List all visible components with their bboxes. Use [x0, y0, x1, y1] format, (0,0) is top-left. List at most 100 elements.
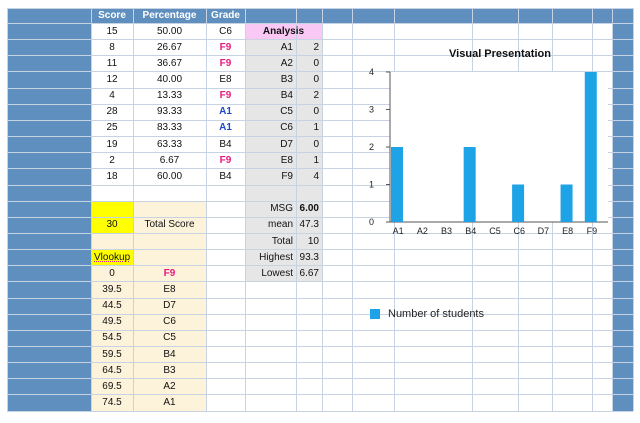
analysis-stat-value[interactable]: 93.3	[299, 251, 319, 263]
grade-cell[interactable]: F9	[219, 41, 232, 53]
column-header-percentage[interactable]: Percentage	[142, 10, 197, 21]
x-tick-label: A1	[393, 226, 404, 236]
bar-chart: Visual Presentation 0 1 2 3 4 A1 A2 B3 B4 C5 C6 D7 E8…	[369, 48, 608, 236]
analysis-stat-label[interactable]: Highest	[259, 251, 293, 263]
analysis-stat-value[interactable]: 6.00	[299, 203, 319, 215]
analysis-stat-value[interactable]: 47.3	[299, 219, 319, 231]
analysis-grade-label[interactable]: C5	[280, 106, 293, 118]
grid-hline	[7, 39, 633, 41]
grid-hline	[7, 200, 633, 202]
score-cell[interactable]: 4	[109, 90, 115, 102]
vlookup-min-cell[interactable]: 49.5	[102, 316, 122, 328]
percentage-cell[interactable]: 6.67	[159, 154, 180, 166]
percentage-cell[interactable]: 40.00	[156, 74, 183, 85]
grade-cell[interactable]: E8	[219, 74, 232, 85]
grade-cell[interactable]: F9	[219, 57, 232, 69]
score-cell[interactable]: 15	[106, 25, 118, 37]
vlookup-grade-cell[interactable]: F9	[163, 267, 176, 279]
score-cell[interactable]: 18	[106, 170, 118, 182]
vlookup-title-highlight-b	[91, 200, 133, 217]
percentage-cell[interactable]: 26.67	[156, 41, 183, 53]
analysis-grade-count[interactable]: 0	[313, 106, 319, 118]
score-cell[interactable]: 12	[106, 74, 118, 85]
score-cell[interactable]: 25	[106, 122, 118, 134]
score-cell[interactable]: 19	[106, 138, 118, 150]
score-cell[interactable]: 2	[109, 154, 115, 166]
x-tick-label: B4	[465, 226, 476, 236]
score-cell[interactable]: 11	[106, 57, 118, 69]
percentage-cell[interactable]: 60.00	[156, 170, 183, 182]
total-score-label[interactable]: Total Score	[144, 219, 195, 231]
y-tick-label: 2	[369, 142, 374, 152]
analysis-grade-count[interactable]: 0	[313, 74, 319, 85]
analysis-grade-label[interactable]: B4	[280, 90, 293, 102]
grade-cell[interactable]: A1	[219, 122, 232, 134]
analysis-stat-label[interactable]: MSG	[270, 203, 293, 215]
vlookup-min-cell[interactable]: 44.5	[102, 300, 122, 312]
x-tick-label: F9	[587, 226, 598, 236]
percentage-cell[interactable]: 93.33	[156, 106, 183, 118]
vlookup-grade-cell[interactable]: C5	[163, 332, 176, 344]
column-header-grade[interactable]: Grade	[211, 10, 240, 21]
grid-hline	[7, 265, 633, 267]
vlookup-min-cell[interactable]: 54.5	[102, 332, 122, 344]
analysis-grade-count[interactable]: 1	[313, 122, 319, 134]
analysis-grade-count[interactable]: 2	[313, 41, 319, 53]
score-cell[interactable]: 28	[106, 106, 118, 118]
analysis-grade-label[interactable]: A2	[280, 57, 293, 69]
vlookup-min-cell[interactable]: 64.5	[102, 364, 122, 376]
header-row-bar	[7, 8, 633, 23]
grid-hline	[7, 8, 633, 9]
analysis-grade-label[interactable]: B3	[280, 74, 293, 85]
grid-hline	[7, 362, 633, 364]
column-header-score[interactable]: Score	[98, 10, 126, 21]
vlookup-grade-cell[interactable]: D7	[163, 300, 176, 312]
vlookup-min-cell[interactable]: 39.5	[102, 283, 122, 295]
percentage-cell[interactable]: 36.67	[156, 57, 183, 69]
vlookup-min-cell[interactable]: 59.5	[102, 348, 122, 360]
analysis-stat-label[interactable]: Lowest	[261, 267, 293, 279]
vlookup-min-cell[interactable]: 0	[109, 267, 115, 279]
percentage-cell[interactable]: 63.33	[156, 138, 183, 150]
grid-vline	[206, 8, 207, 411]
vlookup-grade-cell[interactable]: B4	[163, 348, 176, 360]
grid-hline	[7, 55, 633, 57]
analysis-grade-count[interactable]: 4	[313, 170, 319, 182]
vlookup-grade-cell[interactable]: A1	[163, 397, 176, 408]
analysis-title[interactable]: Analysis	[262, 25, 305, 37]
analysis-stat-label[interactable]: Total	[271, 235, 293, 247]
analysis-stat-label[interactable]: mean	[267, 219, 293, 231]
vlookup-grade-cell[interactable]: A2	[163, 380, 176, 392]
grade-cell[interactable]: B4	[219, 170, 232, 182]
analysis-stat-value[interactable]: 10	[307, 235, 319, 247]
score-cell[interactable]: 8	[109, 41, 115, 53]
grade-cell[interactable]: B4	[219, 138, 232, 150]
vlookup-grade-cell[interactable]: C6	[163, 316, 176, 328]
analysis-grade-label[interactable]: D7	[280, 138, 293, 150]
vlookup-grade-cell[interactable]: B3	[163, 364, 176, 376]
analysis-grade-count[interactable]: 2	[313, 90, 319, 102]
analysis-grade-count[interactable]: 0	[313, 57, 319, 69]
vlookup-title[interactable]: Vlookup	[94, 251, 131, 263]
total-score-value[interactable]: 30	[106, 219, 118, 231]
percentage-cell[interactable]: 83.33	[156, 122, 183, 134]
grade-cell[interactable]: F9	[219, 154, 232, 166]
grid-hline	[7, 136, 633, 138]
vlookup-min-cell[interactable]: 74.5	[102, 397, 122, 408]
percentage-cell[interactable]: 13.33	[156, 90, 183, 102]
analysis-stat-value[interactable]: 6.67	[299, 267, 319, 279]
grade-cell[interactable]: A1	[219, 106, 232, 118]
analysis-grade-count[interactable]: 0	[313, 138, 319, 150]
vlookup-min-cell[interactable]: 69.5	[102, 380, 122, 392]
x-tick-label: C5	[489, 226, 501, 236]
vlookup-grade-cell[interactable]: E8	[163, 283, 176, 295]
analysis-grade-label[interactable]: E8	[280, 154, 293, 166]
analysis-grade-label[interactable]: C6	[280, 122, 293, 134]
grade-cell[interactable]: F9	[219, 90, 232, 102]
analysis-grade-label[interactable]: F9	[281, 170, 293, 182]
percentage-cell[interactable]: 50.00	[156, 25, 183, 37]
analysis-grade-count[interactable]: 1	[313, 154, 319, 166]
analysis-grade-label[interactable]: A1	[280, 41, 293, 53]
grade-cell[interactable]: C6	[219, 25, 232, 37]
chart-bar-c6	[512, 184, 525, 222]
